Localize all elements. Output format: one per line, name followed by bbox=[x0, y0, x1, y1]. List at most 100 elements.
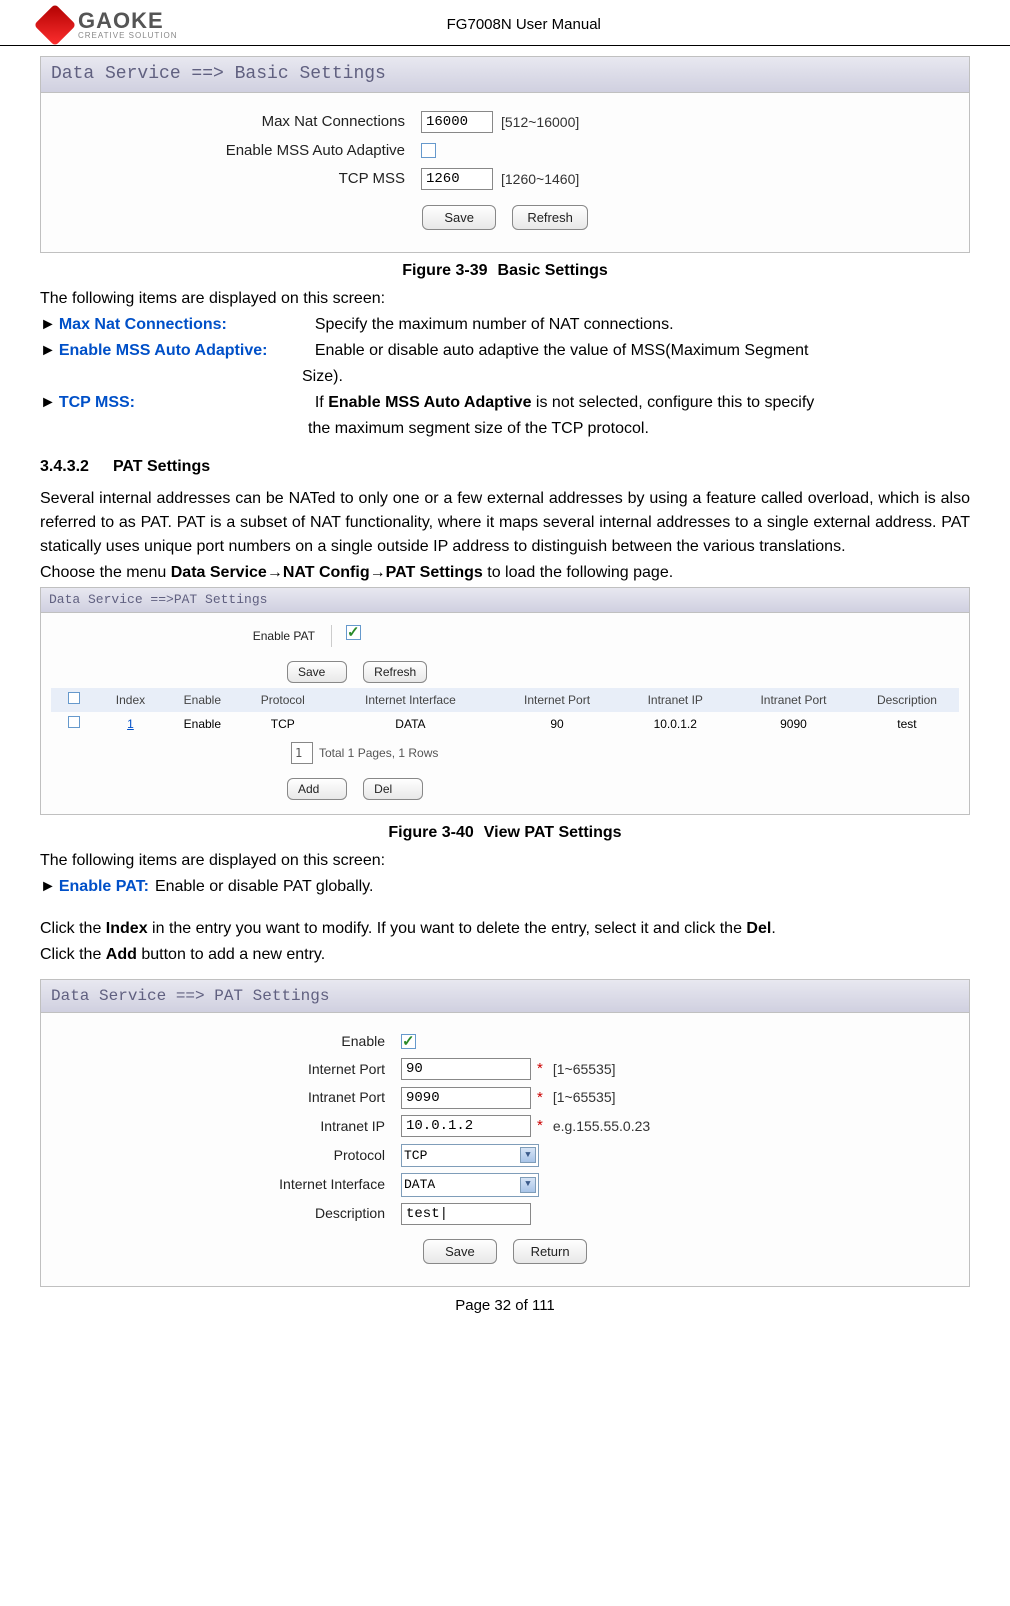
tcp-mss-input[interactable] bbox=[421, 168, 493, 190]
figure-caption-1: Figure 3-39 Basic Settings bbox=[40, 259, 970, 283]
internet-port-label: Internet Port bbox=[61, 1059, 401, 1080]
pat-table-header: Index Enable Protocol Internet Interface… bbox=[51, 688, 959, 712]
param-tcp-mss: ► TCP MSS: If Enable MSS Auto Adaptive i… bbox=[40, 391, 970, 415]
triangle-icon: ► bbox=[40, 313, 56, 337]
triangle-icon: ► bbox=[40, 339, 56, 363]
refresh-button[interactable]: Refresh bbox=[512, 205, 588, 231]
internet-port-input[interactable] bbox=[401, 1058, 531, 1080]
enable-pat-label: Enable PAT bbox=[51, 627, 331, 645]
figure-title: Basic Settings bbox=[498, 262, 608, 279]
row-checkbox[interactable] bbox=[68, 716, 80, 728]
col-enable: Enable bbox=[165, 691, 241, 709]
select-all-checkbox[interactable] bbox=[68, 692, 80, 704]
pager: 1 Total 1 Pages, 1 Rows bbox=[291, 742, 959, 764]
table-row: 1 Enable TCP DATA 90 10.0.1.2 9090 test bbox=[51, 712, 959, 736]
figure-number: Figure 3-39 bbox=[402, 262, 487, 279]
panel-title: Data Service ==> PAT Settings bbox=[41, 980, 969, 1013]
hint-text: [1~65535] bbox=[553, 1059, 616, 1080]
col-internet-port: Internet Port bbox=[496, 691, 619, 709]
intro-text-2: The following items are displayed on thi… bbox=[40, 849, 970, 873]
refresh-button[interactable]: Refresh bbox=[363, 661, 427, 683]
panel-title: Data Service ==> Basic Settings bbox=[41, 57, 969, 93]
required-star: * bbox=[537, 1115, 543, 1138]
row-internet-port: 90 bbox=[496, 715, 619, 733]
col-protocol: Protocol bbox=[240, 691, 325, 709]
mss-auto-label: Enable MSS Auto Adaptive bbox=[61, 140, 421, 163]
figure-caption-2: Figure 3-40 View PAT Settings bbox=[40, 821, 970, 845]
click-add-line: Click the Add button to add a new entry. bbox=[40, 943, 970, 967]
chevron-down-icon: ▼ bbox=[520, 1177, 536, 1193]
row-enable: Enable bbox=[165, 715, 241, 733]
click-index-line: Click the Index in the entry you want to… bbox=[40, 917, 970, 941]
max-nat-hint: [512~16000] bbox=[501, 112, 579, 133]
intranet-port-input[interactable] bbox=[401, 1087, 531, 1109]
param-desc: Enable or disable PAT globally. bbox=[155, 875, 374, 899]
add-button[interactable]: Add bbox=[287, 778, 347, 800]
description-label: Description bbox=[61, 1203, 401, 1224]
row-protocol: TCP bbox=[240, 715, 325, 733]
row-intranet-port: 9090 bbox=[732, 715, 855, 733]
required-star: * bbox=[537, 1087, 543, 1110]
row-intranet-ip: 10.0.1.2 bbox=[619, 715, 733, 733]
intranet-ip-input[interactable] bbox=[401, 1115, 531, 1137]
protocol-label: Protocol bbox=[61, 1145, 401, 1166]
page-footer: Page 32 of 111 bbox=[40, 1295, 970, 1318]
protocol-select[interactable]: TCP ▼ bbox=[401, 1144, 539, 1168]
param-desc: Enable or disable auto adaptive the valu… bbox=[315, 339, 809, 363]
section-heading: 3.4.3.2 PAT Settings bbox=[40, 455, 970, 479]
col-interface: Internet Interface bbox=[325, 691, 495, 709]
hint-text: [1~65535] bbox=[553, 1087, 616, 1108]
interface-select[interactable]: DATA ▼ bbox=[401, 1173, 539, 1197]
param-mss-auto: ► Enable MSS Auto Adaptive: Enable or di… bbox=[40, 339, 970, 363]
save-button[interactable]: Save bbox=[287, 661, 347, 683]
pat-paragraph: Several internal addresses can be NATed … bbox=[40, 487, 970, 559]
section-title: PAT Settings bbox=[113, 458, 210, 475]
select-value: DATA bbox=[404, 1175, 435, 1195]
row-interface: DATA bbox=[325, 715, 495, 733]
triangle-icon: ► bbox=[40, 875, 56, 899]
enable-pat-checkbox[interactable] bbox=[346, 625, 361, 640]
section-number: 3.4.3.2 bbox=[40, 458, 89, 475]
param-name: Max Nat Connections: bbox=[59, 316, 227, 333]
description-input[interactable] bbox=[401, 1203, 531, 1225]
view-pat-panel: Data Service ==>PAT Settings Enable PAT … bbox=[40, 587, 970, 815]
col-description: Description bbox=[855, 691, 959, 709]
page-number-input[interactable]: 1 bbox=[291, 742, 313, 764]
interface-label: Internet Interface bbox=[61, 1174, 401, 1195]
figure-number: Figure 3-40 bbox=[388, 824, 473, 841]
row-description: test bbox=[855, 715, 959, 733]
return-button[interactable]: Return bbox=[513, 1239, 587, 1265]
row-index-link[interactable]: 1 bbox=[127, 717, 134, 731]
panel-title: Data Service ==>PAT Settings bbox=[41, 588, 969, 613]
enable-checkbox[interactable] bbox=[401, 1034, 416, 1049]
chevron-down-icon: ▼ bbox=[520, 1147, 536, 1163]
max-nat-label: Max Nat Connections bbox=[61, 111, 421, 134]
document-title: FG7008N User Manual bbox=[78, 14, 970, 37]
page-header: GAOKE CREATIVE SOLUTION FG7008N User Man… bbox=[0, 0, 1010, 46]
intro-text-1: The following items are displayed on thi… bbox=[40, 287, 970, 311]
pat-menu-line: Choose the menu Data Service→NAT Config→… bbox=[40, 561, 970, 585]
max-nat-input[interactable] bbox=[421, 111, 493, 133]
param-mss-cont: Size). bbox=[302, 365, 970, 389]
col-intranet-ip: Intranet IP bbox=[619, 691, 733, 709]
basic-settings-panel: Data Service ==> Basic Settings Max Nat … bbox=[40, 56, 970, 253]
hint-text: e.g.155.55.0.23 bbox=[553, 1116, 650, 1137]
figure-title: View PAT Settings bbox=[484, 824, 622, 841]
intranet-port-label: Intranet Port bbox=[61, 1087, 401, 1108]
param-desc: Specify the maximum number of NAT connec… bbox=[315, 313, 674, 337]
mss-auto-checkbox[interactable] bbox=[421, 143, 436, 158]
save-button[interactable]: Save bbox=[422, 205, 496, 231]
param-desc: If Enable MSS Auto Adaptive is not selec… bbox=[315, 391, 814, 415]
del-button[interactable]: Del bbox=[363, 778, 423, 800]
param-enable-pat: ► Enable PAT: Enable or disable PAT glob… bbox=[40, 875, 970, 899]
required-star: * bbox=[537, 1058, 543, 1081]
col-index: Index bbox=[96, 691, 164, 709]
select-value: TCP bbox=[404, 1146, 427, 1166]
col-intranet-port: Intranet Port bbox=[732, 691, 855, 709]
param-name: TCP MSS: bbox=[59, 394, 135, 411]
triangle-icon: ► bbox=[40, 391, 56, 415]
tcp-mss-hint: [1260~1460] bbox=[501, 169, 579, 190]
param-tcp-cont: the maximum segment size of the TCP prot… bbox=[308, 417, 970, 441]
save-button[interactable]: Save bbox=[423, 1239, 497, 1265]
tcp-mss-label: TCP MSS bbox=[61, 168, 421, 191]
